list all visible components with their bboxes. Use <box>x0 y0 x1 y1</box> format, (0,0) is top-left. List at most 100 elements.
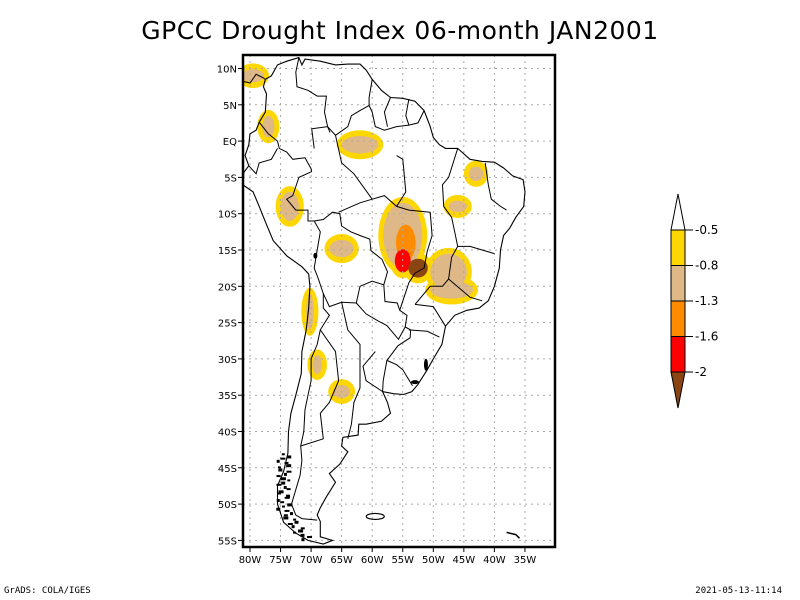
border-line <box>338 198 373 213</box>
map-title: GPCC Drought Index 06-month JAN2001 <box>141 16 659 45</box>
lake-titicaca <box>313 252 318 259</box>
island <box>289 512 293 516</box>
graticule-grid <box>243 55 555 547</box>
border-line <box>290 293 331 521</box>
coastline <box>243 56 526 545</box>
drought-patch <box>430 253 467 290</box>
colorbar-legend: -0.5 -0.8 -1.3 -1.6 -2 <box>670 193 718 409</box>
colorbar-bin <box>670 336 686 373</box>
border-line <box>258 121 313 172</box>
island <box>278 490 284 494</box>
lon-tick-label: 55W <box>391 555 414 566</box>
colorbar-bottom-arrow <box>670 371 686 409</box>
lat-tick-label: 20S <box>218 282 237 293</box>
island <box>277 492 281 495</box>
island <box>294 520 299 524</box>
border-line <box>414 148 459 305</box>
island <box>307 536 313 539</box>
lat-tick-label: 10S <box>218 210 237 221</box>
border-line <box>368 79 373 106</box>
island <box>293 518 297 521</box>
drought-patch <box>408 258 428 278</box>
island <box>287 503 293 507</box>
border-line <box>386 326 412 361</box>
lon-tick-label: 45W <box>453 555 476 566</box>
falkland-islands <box>365 512 385 521</box>
island <box>280 457 286 460</box>
colorbar-label: -1.6 <box>695 330 718 344</box>
lon-tick-label: 50W <box>422 555 445 566</box>
colorbar-label: -0.5 <box>695 223 718 237</box>
island <box>298 529 304 533</box>
map-frame <box>241 53 557 549</box>
drought-patch <box>306 293 314 330</box>
colorbar-bin <box>670 300 686 337</box>
border-line <box>295 57 331 133</box>
colorbar-label: -1.3 <box>695 294 718 308</box>
border-line <box>341 302 361 439</box>
colorbar-bin <box>670 229 686 266</box>
lon-tick-label: 60W <box>361 555 384 566</box>
lon-tick-label: 65W <box>330 555 353 566</box>
drought-patch <box>262 115 275 138</box>
lagoa-mirim <box>410 380 419 385</box>
colorbar-top-arrow <box>670 193 686 231</box>
drought-patch <box>341 136 379 154</box>
island <box>286 470 292 473</box>
drought-patch <box>243 69 265 83</box>
south-georgia <box>506 531 521 539</box>
border-line <box>300 329 340 447</box>
lat-tick-label: 15S <box>218 246 237 257</box>
island <box>283 516 289 520</box>
island <box>276 499 280 503</box>
lon-tick-label: 80W <box>239 555 262 566</box>
island <box>284 509 290 512</box>
island <box>300 527 305 530</box>
island <box>277 466 281 469</box>
island <box>276 483 282 486</box>
axis-ticks: 80W 75W 70W 65W 60W 55W 50W 45W 40W 35W 10N 5N EQ 5S 1… <box>217 65 537 567</box>
island <box>281 481 286 485</box>
island <box>276 459 280 463</box>
lat-tick-label: 5S <box>224 173 237 184</box>
border-line <box>285 171 315 222</box>
colorbar-label: -2 <box>695 365 707 379</box>
lat-tick-label: 55S <box>218 536 237 547</box>
island <box>283 514 288 517</box>
border-line <box>408 329 440 338</box>
island <box>293 531 297 534</box>
border-line <box>457 245 495 255</box>
island <box>301 538 305 542</box>
lon-tick-label: 70W <box>300 555 323 566</box>
timestamp: 2021-05-13-11:14 <box>695 586 782 596</box>
island <box>287 455 292 459</box>
island <box>283 485 287 489</box>
drought-patch <box>468 166 484 182</box>
border-line <box>396 155 407 207</box>
lat-tick-label: 50S <box>218 500 237 511</box>
border-line <box>362 351 383 393</box>
border-line <box>448 278 483 302</box>
island <box>291 525 295 529</box>
colorbar-bin <box>670 265 686 302</box>
lat-tick-label: 10N <box>217 65 237 76</box>
drought-patch <box>312 355 323 375</box>
border-line <box>399 212 433 311</box>
border-line <box>335 135 373 200</box>
lon-tick-label: 75W <box>269 555 292 566</box>
island <box>287 479 291 482</box>
island <box>283 472 287 476</box>
lat-tick-label: 40S <box>218 428 237 439</box>
country-borders <box>243 56 526 545</box>
lon-tick-label: 35W <box>514 555 537 566</box>
border-line <box>382 359 413 392</box>
island <box>284 461 289 464</box>
border-line <box>484 162 507 211</box>
lon-tick-label: 40W <box>483 555 506 566</box>
border-line <box>355 284 408 341</box>
island <box>287 522 293 525</box>
island <box>284 496 290 499</box>
island <box>286 488 291 491</box>
lagoa-dos-patos <box>423 358 428 371</box>
